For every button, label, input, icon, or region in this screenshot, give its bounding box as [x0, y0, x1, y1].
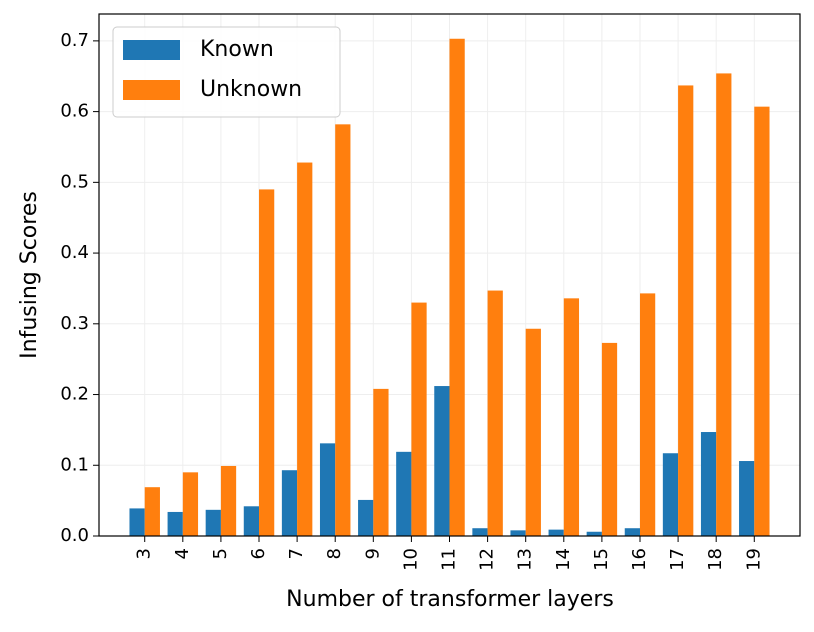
bar — [510, 530, 526, 536]
y-tick-label: 0.0 — [60, 525, 89, 546]
y-tick-label: 0.1 — [60, 454, 89, 475]
bar — [472, 528, 488, 536]
bar — [662, 453, 679, 536]
bar — [167, 511, 183, 536]
x-tick-label: 12 — [477, 548, 498, 571]
bar — [716, 73, 732, 536]
x-tick-label: 6 — [248, 548, 269, 559]
y-tick-label: 0.7 — [60, 30, 89, 51]
y-tick-label: 0.4 — [60, 242, 89, 263]
x-tick-label: 3 — [134, 548, 155, 559]
bar — [396, 451, 412, 536]
x-tick-label: 5 — [210, 548, 231, 559]
bar — [434, 386, 450, 536]
x-tick-label: 8 — [324, 548, 345, 559]
bar — [205, 509, 221, 536]
bar — [525, 328, 541, 536]
x-tick-label: 9 — [362, 548, 383, 559]
y-tick-label: 0.2 — [60, 384, 89, 405]
bar — [624, 528, 640, 536]
x-tick-label: 13 — [515, 548, 536, 571]
bar — [259, 189, 275, 537]
bar — [700, 432, 717, 536]
x-tick-label: 17 — [667, 548, 688, 571]
legend-label: Unknown — [200, 77, 302, 102]
x-axis-label: Number of transformer layers — [286, 587, 614, 612]
bar — [129, 508, 145, 536]
bar — [243, 506, 260, 536]
bar — [335, 124, 351, 536]
bar — [144, 487, 160, 536]
bar — [678, 85, 694, 536]
bar — [739, 461, 755, 536]
y-tick-label: 0.6 — [60, 101, 89, 122]
x-tick-label: 7 — [286, 548, 307, 559]
legend-label: Known — [200, 37, 274, 62]
bar — [373, 388, 389, 536]
bar — [281, 470, 298, 536]
x-tick-label: 16 — [629, 548, 650, 571]
x-tick-label: 14 — [553, 548, 574, 571]
bar — [601, 342, 618, 536]
x-tick-label: 10 — [400, 548, 421, 571]
y-tick-label: 0.3 — [60, 313, 89, 334]
x-tick-label: 11 — [439, 548, 460, 571]
bar — [220, 465, 237, 536]
bar — [548, 529, 564, 536]
bar — [297, 162, 313, 536]
plot-frame — [98, 13, 801, 537]
bar — [487, 290, 503, 536]
bar — [182, 472, 199, 536]
x-tick-label: 19 — [743, 548, 764, 571]
x-tick-label: 4 — [172, 548, 193, 559]
bar — [319, 443, 336, 536]
x-tick-label: 15 — [591, 548, 612, 571]
bar — [449, 38, 465, 536]
bar — [563, 298, 580, 536]
y-axis-label: Infusing Scores — [17, 191, 42, 359]
x-tick-label: 18 — [705, 548, 726, 571]
legend-swatch — [123, 40, 180, 60]
legend-swatch — [123, 80, 180, 100]
bar — [586, 531, 602, 536]
bar — [639, 293, 656, 536]
bar — [411, 302, 427, 536]
bar — [754, 106, 770, 536]
bar — [358, 499, 374, 536]
y-tick-label: 0.5 — [60, 171, 89, 192]
